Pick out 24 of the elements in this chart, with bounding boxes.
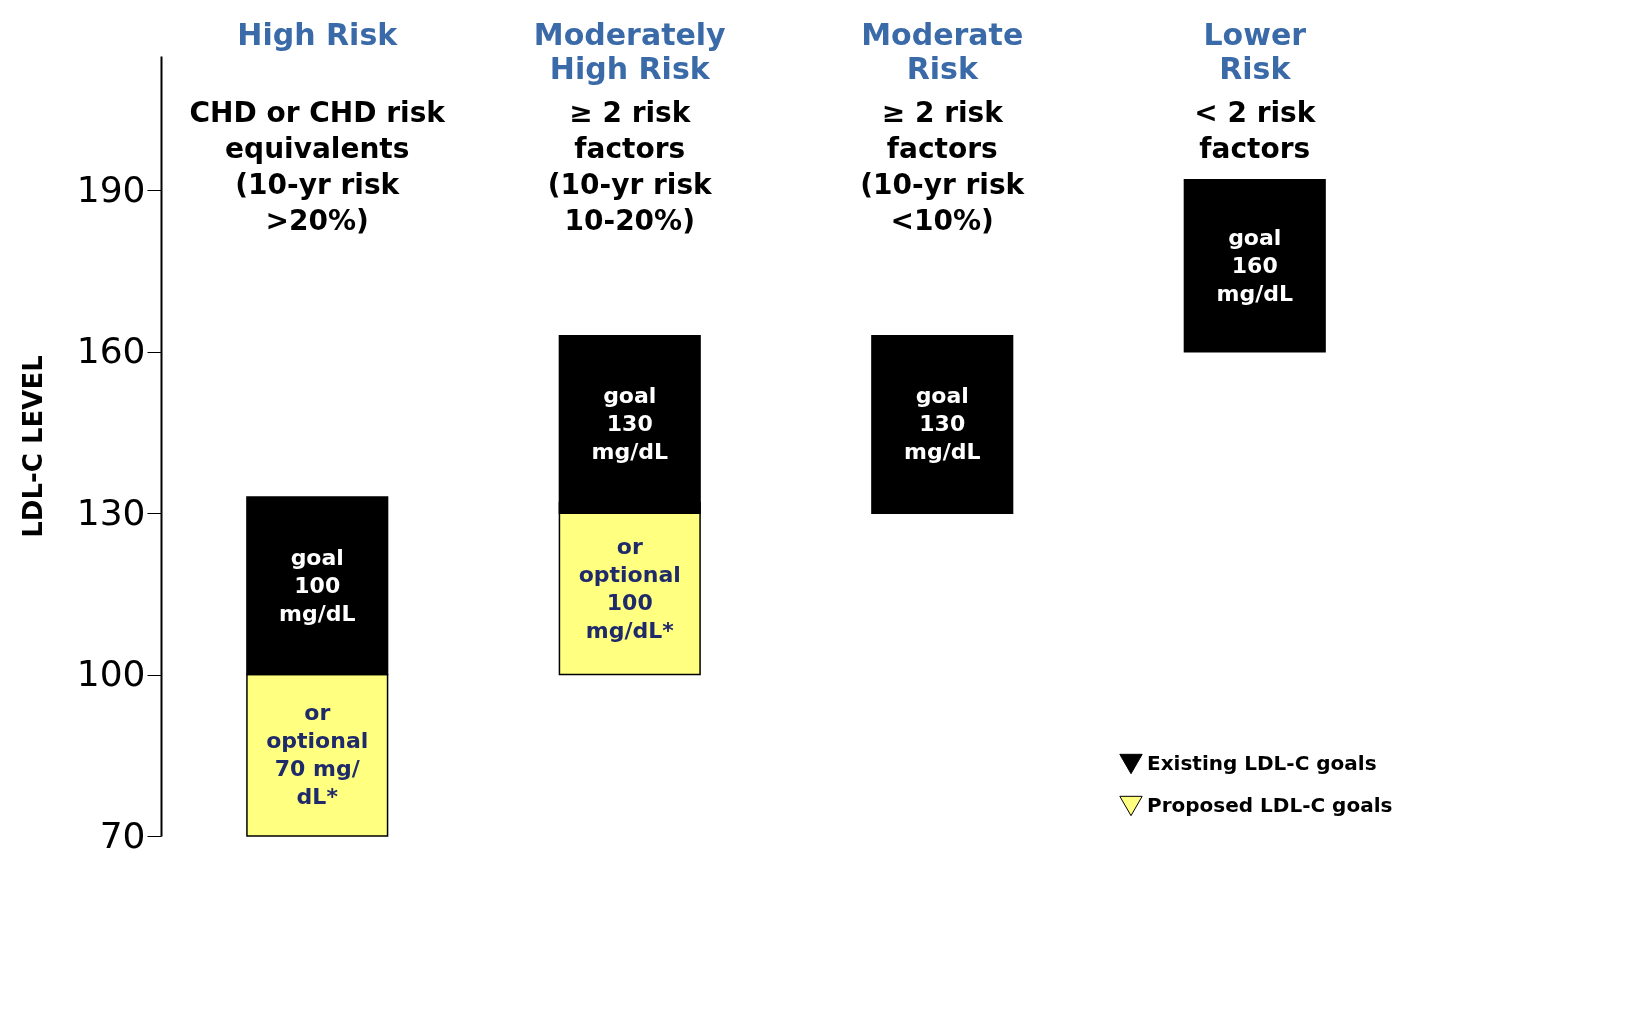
legend-label: Proposed LDL-C goals xyxy=(1147,793,1393,817)
data-label: or optional 100 mg/dL* xyxy=(578,533,681,643)
annotation: ≥ 2 risk factors (10-yr risk <10%) xyxy=(860,96,1026,237)
bar xyxy=(1183,178,1326,353)
y-tick-label: 160 xyxy=(76,330,146,372)
x-tick-label: Lower Risk xyxy=(1203,16,1307,86)
annotation: ≥ 2 risk factors (10-yr risk 10-20%) xyxy=(547,96,714,237)
data-label: goal 160 mg/dL xyxy=(1216,224,1293,306)
annotation: CHD or CHD risk equivalents (10-yr risk >20%) xyxy=(189,96,447,237)
data-label: goal 100 mg/dL xyxy=(279,544,356,626)
y-tick-label: 130 xyxy=(76,491,146,533)
x-tick-label: Moderate Risk xyxy=(861,16,1024,86)
data-label: or optional 70 mg/ dL* xyxy=(266,700,369,810)
y-tick-label: 100 xyxy=(76,653,146,695)
x-tick-label: High Risk xyxy=(237,16,399,52)
y-tick-label: 70 xyxy=(99,814,146,856)
y-tick-label: 190 xyxy=(76,168,146,210)
legend-label: Existing LDL-C goals xyxy=(1147,751,1377,775)
annotation: < 2 risk factors xyxy=(1194,96,1317,165)
data-label: goal 130 mg/dL xyxy=(591,383,668,465)
x-tick-label: Moderately High Risk xyxy=(533,16,727,86)
data-label: goal 130 mg/dL xyxy=(904,383,981,465)
bar xyxy=(871,334,1014,514)
y-axis-title: LDL-C LEVEL xyxy=(17,355,48,538)
